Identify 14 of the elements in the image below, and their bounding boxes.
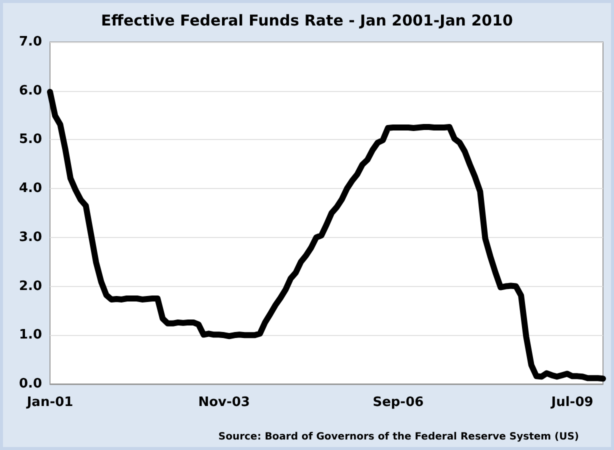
x-tick-label: Sep-06 <box>372 395 424 410</box>
source-note: Source: Board of Governors of the Federal Reserve System (US) <box>218 432 579 442</box>
y-tick-label: 4.0 <box>18 181 42 196</box>
x-tick-label: Nov-03 <box>198 395 250 410</box>
y-tick-label: 3.0 <box>18 230 42 245</box>
y-tick-label: 5.0 <box>18 132 42 148</box>
y-tick-label: 0.0 <box>18 376 42 392</box>
x-tick-label: Jul-09 <box>550 395 594 410</box>
x-tick-label: Jan-01 <box>26 395 74 410</box>
y-tick-label: 6.0 <box>18 83 42 98</box>
y-tick-label: 1.0 <box>18 328 42 343</box>
chart-title: Effective Federal Funds Rate - Jan 2001-Jan 2010 <box>101 12 513 30</box>
y-tick-label: 7.0 <box>18 34 42 50</box>
y-tick-label: 2.0 <box>18 278 42 294</box>
